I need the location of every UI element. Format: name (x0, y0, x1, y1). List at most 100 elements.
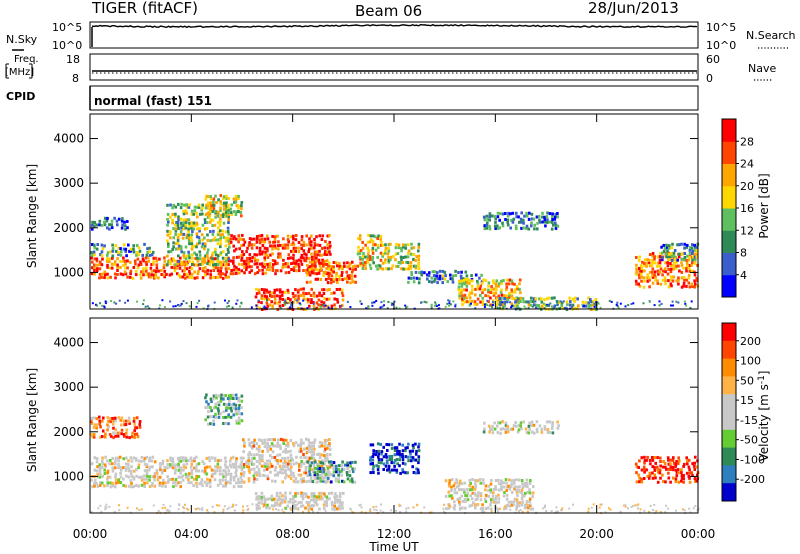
power-cell (305, 269, 308, 272)
velocity-cell (528, 500, 532, 503)
velocity-cell (310, 468, 313, 472)
velocity-cell (114, 472, 118, 476)
power-cell (387, 246, 390, 250)
velocity-cell (209, 406, 212, 409)
power-cell (310, 298, 313, 302)
power-cell (551, 215, 554, 219)
velocity-cell (292, 462, 296, 466)
power-cell (394, 252, 398, 256)
velocity-cell (292, 479, 296, 483)
power-cell (148, 246, 151, 250)
velocity-cell (505, 481, 508, 485)
velocity-cell (119, 418, 123, 422)
velocity-cell (258, 471, 261, 475)
velocity-cell (273, 438, 276, 442)
velocity-cell (240, 406, 243, 410)
velocity-cell (143, 481, 146, 485)
velocity-cell (497, 478, 500, 482)
velocity-cell (125, 456, 128, 460)
power-cell (310, 287, 313, 291)
power-cell (366, 246, 369, 250)
power-cell (666, 261, 669, 265)
power-cell (184, 223, 188, 227)
velocity-clutter-cell (443, 503, 446, 506)
velocity-cell (122, 484, 125, 487)
power-cell (508, 293, 511, 297)
power-clutter-cell (324, 304, 327, 307)
power-cell (436, 281, 439, 285)
velocity-cell (299, 504, 303, 508)
velocity-cell (653, 456, 657, 460)
power-cell (184, 226, 188, 230)
power-cell (296, 300, 300, 304)
power-cell (206, 238, 210, 242)
power-cell (287, 265, 290, 269)
velocity-cell (515, 488, 518, 492)
power-cell (325, 297, 329, 301)
power-clutter-cell (543, 307, 546, 310)
power-cell (351, 265, 355, 269)
velocity-cell (114, 428, 118, 432)
velocity-cell (310, 507, 313, 511)
velocity-cell (305, 456, 308, 460)
velocity-cell (319, 479, 323, 483)
power-cell (287, 240, 290, 244)
power-clutter-cell (96, 304, 98, 307)
power-cell (488, 215, 491, 219)
velocity-cell (481, 506, 484, 510)
power-cell (591, 303, 595, 307)
power-cell (145, 273, 148, 277)
velocity-cell (335, 470, 338, 474)
power-cell (225, 270, 228, 274)
velocity-cell (181, 474, 185, 478)
power-cell (137, 263, 141, 267)
velocity-clutter-cell (604, 511, 607, 514)
power-cell (668, 255, 671, 259)
power-cell (494, 220, 497, 224)
power-cell (152, 260, 155, 264)
velocity-cell (177, 465, 180, 469)
velocity-cell (337, 477, 341, 481)
velocity-cell (324, 476, 328, 480)
power-cell (483, 227, 487, 231)
power-cell (286, 243, 290, 247)
power-cell (300, 238, 304, 242)
velocity-cell (497, 482, 501, 486)
velocity-cell (372, 449, 375, 453)
velocity-cell (212, 415, 216, 419)
power-cell (441, 281, 444, 285)
power-cell (324, 240, 327, 243)
velocity-cell (313, 466, 317, 470)
velocity-cell (119, 468, 123, 472)
power-cell (129, 247, 133, 251)
power-cell (188, 275, 192, 279)
velocity-cell (299, 461, 303, 465)
power-cell (206, 257, 210, 261)
velocity-cell (114, 434, 117, 438)
power-cell (315, 272, 319, 276)
velocity-clutter-cell (165, 509, 168, 512)
power-cell (552, 306, 556, 310)
power-cell (211, 253, 214, 257)
power-cell (268, 264, 272, 268)
freq-label: Freq. (14, 54, 39, 65)
power-cell (111, 256, 114, 260)
power-cell (348, 276, 351, 280)
power-cell (635, 263, 638, 267)
power-cell (462, 277, 465, 281)
power-cell (260, 297, 263, 301)
power-cell (651, 252, 655, 255)
velocity-clutter-cell (226, 508, 229, 511)
power-cell (566, 303, 569, 307)
power-cell (238, 247, 241, 251)
power-cell (120, 250, 123, 254)
velocity-cell (506, 430, 510, 434)
power-cell (412, 257, 415, 261)
power-cell (255, 235, 259, 238)
velocity-cell (279, 459, 283, 463)
power-cell (409, 276, 413, 280)
velocity-cell (182, 459, 185, 463)
velocity-cell (294, 477, 298, 481)
velocity-cell (323, 462, 326, 466)
velocity-cell (263, 441, 267, 445)
